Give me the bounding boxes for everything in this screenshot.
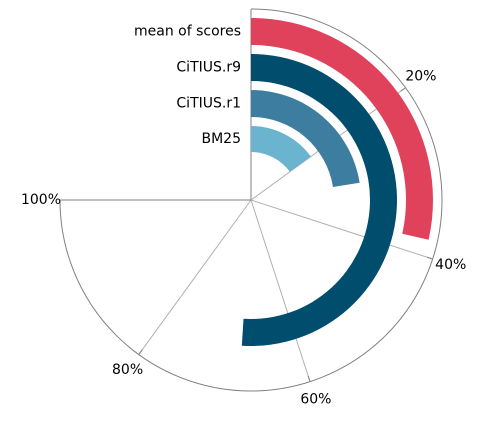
tick-label-20: 20% (405, 69, 436, 85)
tick-label-40: 40% (435, 257, 466, 273)
grid-spoke-40 (250, 199, 433, 260)
tick-labels: 20% 40% 60% 80% 100% (21, 69, 466, 408)
bar-bm25 (251, 126, 311, 172)
series-label-mean-of-scores: mean of scores (134, 24, 241, 40)
tick-mark-60 (307, 375, 311, 382)
grid-spoke-80 (138, 199, 252, 355)
tick-mark-80 (138, 349, 143, 355)
tick-label-60: 60% (300, 392, 331, 408)
grid-layer (59, 8, 443, 392)
bar-citius-r1 (251, 90, 360, 188)
tick-label-80: 80% (112, 362, 143, 378)
bar-citius-r9 (241, 54, 397, 347)
series-label-bm25: BM25 (202, 131, 242, 147)
series-labels: BM25 CiTIUS.r1 CiTIUS.r9 mean of scores (134, 24, 241, 148)
bar-mean-of-scores (251, 18, 433, 240)
series-label-citius-r9: CiTIUS.r9 (176, 60, 241, 76)
tick-mark-20 (400, 87, 406, 92)
outer-grid-arc (59, 8, 443, 392)
bars-layer (241, 18, 433, 347)
tick-mark-40 (426, 256, 433, 260)
series-label-citius-r1: CiTIUS.r1 (176, 96, 241, 112)
tick-label-100: 100% (21, 192, 61, 208)
grid-spoke-60 (250, 199, 311, 382)
